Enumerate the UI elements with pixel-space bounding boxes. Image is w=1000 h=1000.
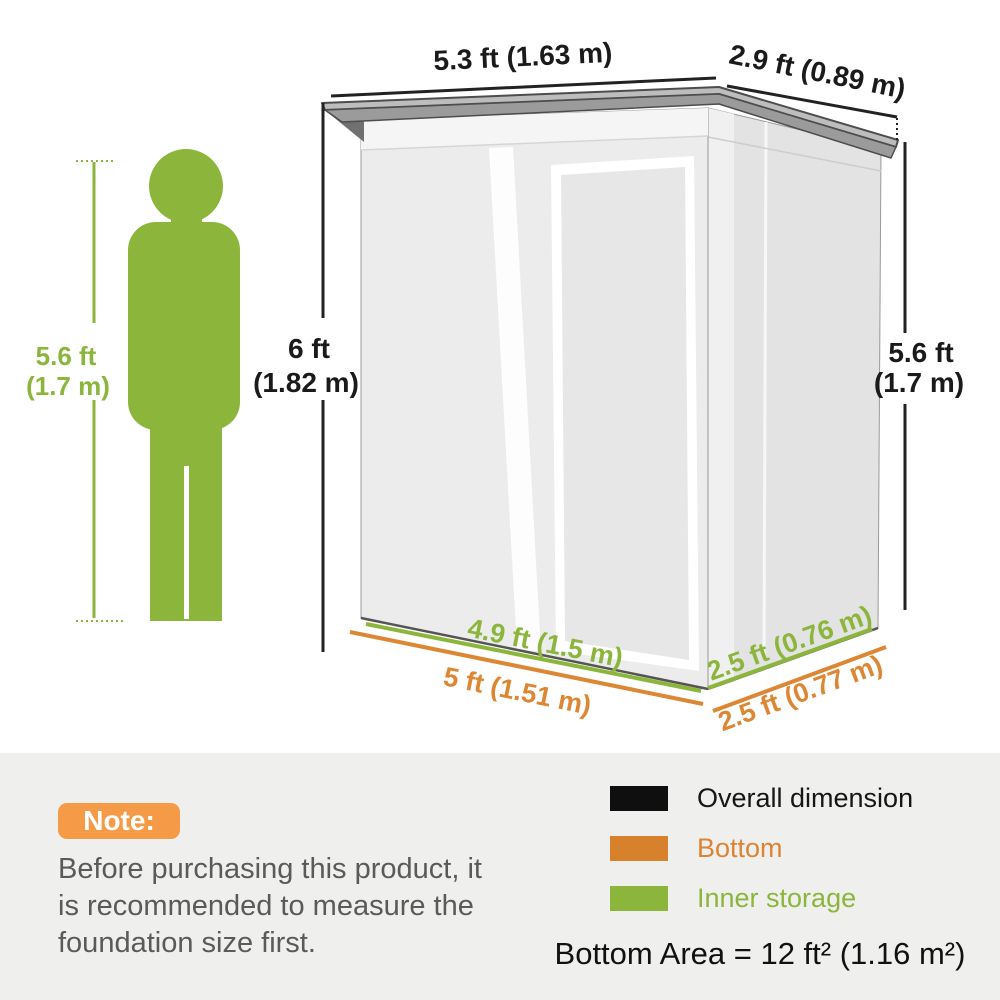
label-person-height-m: (1.7 m) <box>26 371 110 401</box>
label-back-height-m: (1.7 m) <box>874 367 964 398</box>
legend-row-inner-storage: Inner storage <box>610 883 990 913</box>
label-front-height-m: (1.82 m) <box>253 367 359 398</box>
shed-roof-fascia <box>324 93 897 159</box>
shed-panel-gap <box>489 147 541 652</box>
shed-side-wall-seam <box>762 121 768 659</box>
dim-line-inner-depth <box>707 627 873 690</box>
person-head <box>149 149 223 223</box>
shed-front-wall-seam <box>360 135 709 151</box>
person-height-lines <box>76 160 126 622</box>
label-person-height-ft: 5.6 ft <box>36 341 97 371</box>
shed-drawing <box>321 86 899 691</box>
legend-row-bottom: Bottom <box>610 833 990 863</box>
person-torso <box>128 222 240 430</box>
shed-side-wall-corner-highlight <box>708 108 734 689</box>
legend-label-inner-storage: Inner storage <box>697 883 857 913</box>
shed-diagram: 5.3 ft (1.63 m) 2.9 ft (0.89 m) 6 ft (1.… <box>26 37 964 737</box>
dim-line-roof-depth <box>726 84 898 119</box>
note-badge-label: Note: <box>83 805 155 836</box>
shed-side-wall-top-seam <box>707 136 882 172</box>
legend-label-overall: Overall dimension <box>697 783 914 813</box>
dim-line-inner-width <box>365 622 702 693</box>
dim-line-roof-width <box>330 76 717 98</box>
bottom-area-text: Bottom Area = 12 ft² (1.16 m²) <box>554 936 966 971</box>
bottom-dimension-lines <box>349 630 887 713</box>
legend-row-overall: Overall dimension <box>610 783 990 813</box>
legend-swatch-overall <box>610 786 668 811</box>
overall-dimension-lines <box>321 76 907 652</box>
inner-storage-lines <box>365 622 873 693</box>
legend: Overall dimension Bottom Inner storage <box>610 783 990 936</box>
dim-line-bottom-depth <box>712 645 887 713</box>
label-roof-depth: 2.9 ft (0.89 m) <box>727 39 909 105</box>
shed-door-panel <box>561 167 689 660</box>
note-text-line: Before purchasing this product, it <box>58 853 482 885</box>
note-text-line: foundation size first. <box>58 927 316 959</box>
label-back-height-ft: 5.6 ft <box>888 337 953 368</box>
label-bottom-width: 5 ft (1.51 m) <box>441 661 594 720</box>
note-text: Before purchasing this product, it is re… <box>58 851 578 962</box>
legend-swatch-inner-storage <box>610 886 668 911</box>
footer-panel <box>0 753 1000 1000</box>
legend-swatch-bottom <box>610 836 668 861</box>
dim-line-bottom-width <box>349 630 704 706</box>
shed-front-bottom-edge <box>360 616 709 691</box>
note-badge: Note: <box>58 803 180 839</box>
label-front-height-ft: 6 ft <box>288 333 330 364</box>
label-roof-width: 5.3 ft (1.63 m) <box>433 37 613 76</box>
person-silhouette <box>128 149 240 621</box>
legend-label-bottom: Bottom <box>697 833 783 863</box>
note-text-line: is recommended to measure the <box>58 890 474 922</box>
